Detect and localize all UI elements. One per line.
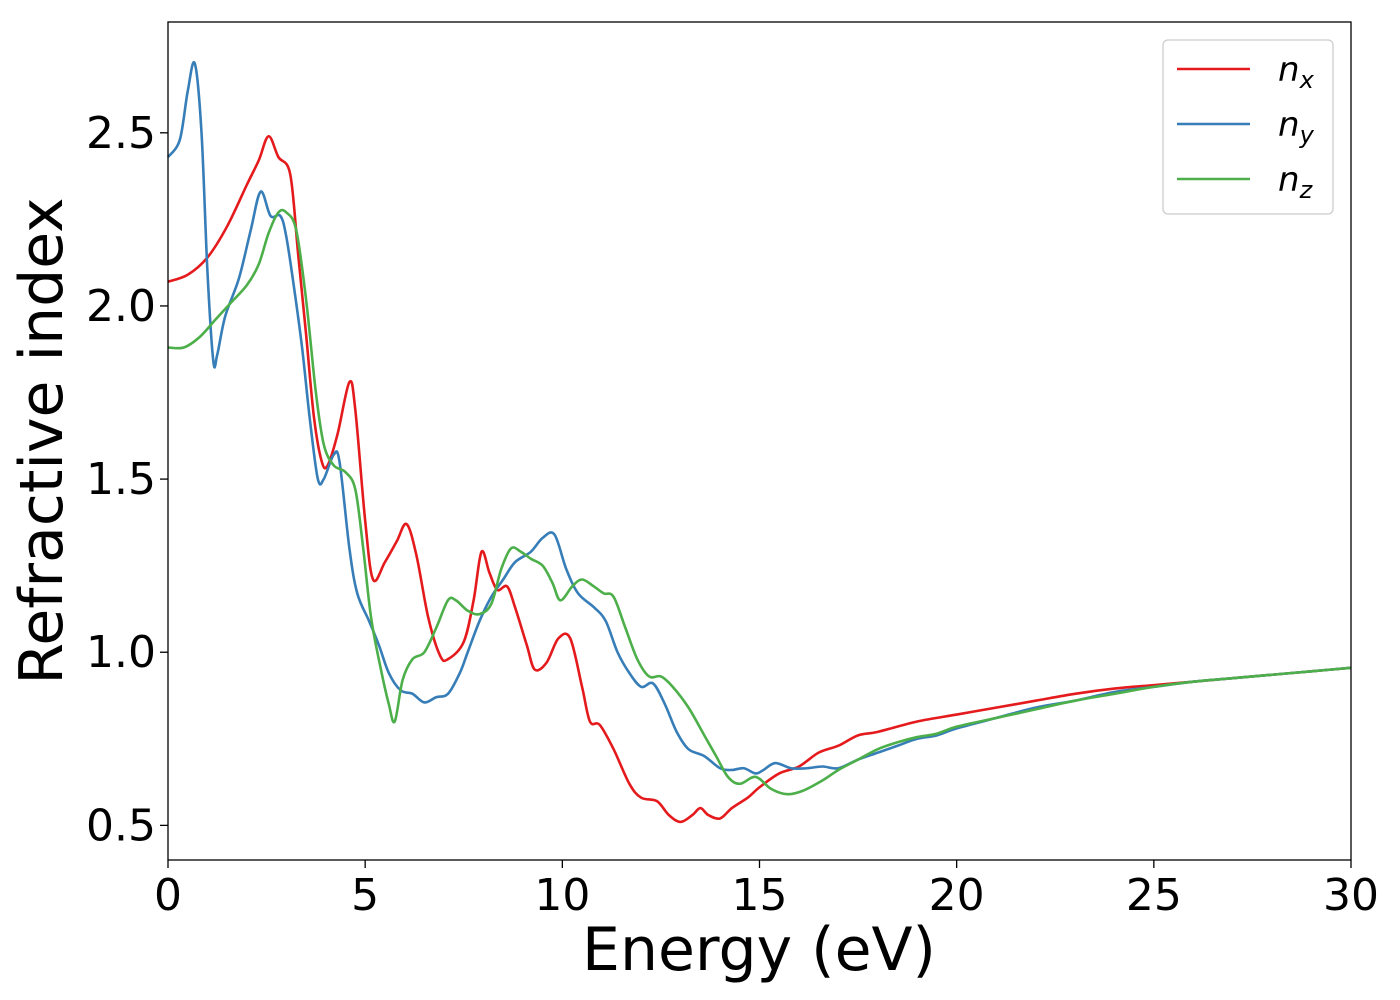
series-layer [166, 60, 1352, 824]
legend-frame [1162, 39, 1334, 215]
x-tick-label: 30 [1323, 870, 1379, 921]
x-tick-label: 20 [929, 870, 985, 921]
y-tick-label: 1.0 [86, 627, 156, 678]
y-tick-label: 0.5 [86, 800, 156, 851]
x-tick-label: 0 [154, 870, 182, 921]
x-axis-ticks: 0 5 10 15 20 25 30 [154, 860, 1379, 921]
series-line-x [167, 134, 1352, 824]
legend: nx ny nz [1162, 39, 1334, 215]
y-tick-label: 2.5 [86, 108, 156, 159]
x-tick-label: 25 [1126, 870, 1182, 921]
legend-label-z: nz [1278, 160, 1314, 204]
y-tick-label: 1.5 [86, 454, 156, 505]
y-axis-ticks: 0.5 1.0 1.5 2.0 2.5 [86, 108, 168, 851]
y-tick-label: 2.0 [86, 281, 156, 332]
x-tick-label: 15 [732, 870, 788, 921]
y-axis-title: Refractive index [7, 197, 77, 684]
x-tick-label: 10 [534, 870, 590, 921]
legend-label-y: ny [1278, 105, 1315, 149]
legend-label-x: nx [1278, 50, 1315, 94]
legend-entries: nx ny nz [1177, 50, 1315, 204]
series-line-z [167, 208, 1352, 796]
x-tick-label: 5 [351, 870, 379, 921]
x-axis-title: Energy (eV) [582, 915, 936, 985]
